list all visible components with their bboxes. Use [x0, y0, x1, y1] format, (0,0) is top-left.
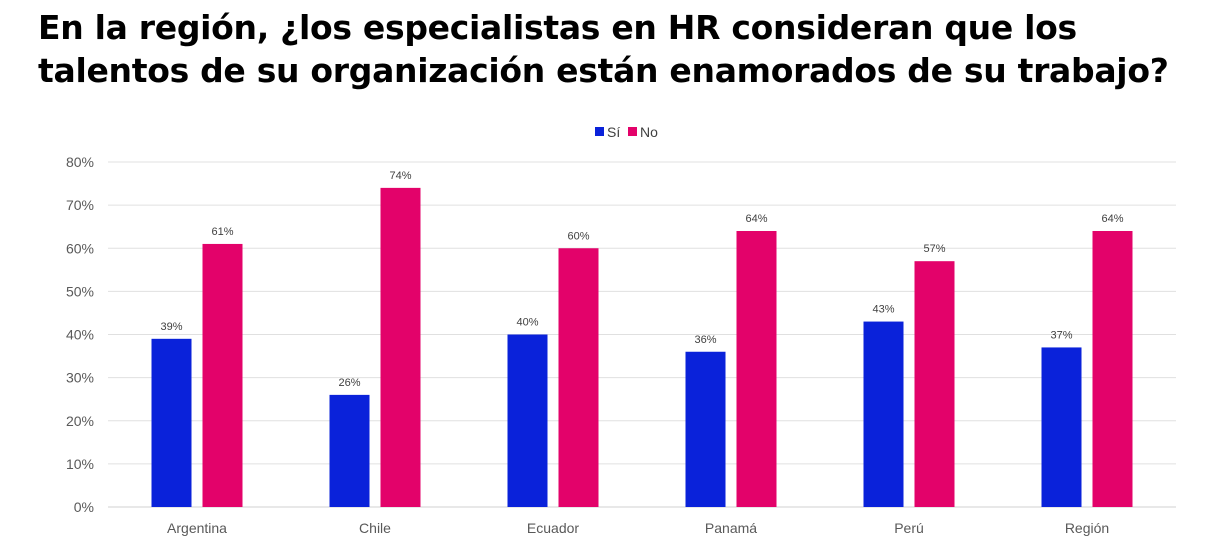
x-axis: Argentina Chile Ecuador Panamá Perú Región: [167, 520, 1109, 536]
bar-no: [558, 248, 599, 507]
data-label: 60%: [567, 230, 589, 242]
x-tick-label: Argentina: [167, 520, 227, 536]
y-tick-label: 0%: [74, 499, 94, 515]
legend: Sí No: [595, 124, 658, 140]
data-label: 74%: [389, 170, 411, 182]
data-label: 37%: [1050, 329, 1072, 341]
legend-label: No: [640, 124, 658, 140]
legend-swatch-si: [595, 127, 604, 136]
y-axis: 0% 10% 20% 30% 40% 50% 60% 70% 80%: [66, 154, 94, 515]
y-tick-label: 50%: [66, 283, 94, 299]
data-label: 64%: [745, 213, 767, 225]
y-tick-label: 20%: [66, 413, 94, 429]
x-tick-label: Región: [1065, 520, 1109, 536]
x-tick-label: Ecuador: [527, 520, 579, 536]
bar-si: [863, 321, 904, 507]
data-label: 26%: [338, 377, 360, 389]
data-label: 36%: [694, 334, 716, 346]
data-label: 61%: [211, 226, 233, 238]
chart-title: En la región, ¿los especialistas en HR c…: [38, 6, 1218, 92]
bar-no: [202, 243, 243, 507]
gridlines: [108, 161, 1176, 508]
y-tick-label: 30%: [66, 370, 94, 386]
data-label: 39%: [160, 321, 182, 333]
data-label: 40%: [516, 317, 538, 329]
bars: 39% 61% 26% 74% 40% 60% 36% 64% 43% 57% 37% 64%: [151, 170, 1133, 507]
x-tick-label: Perú: [894, 520, 924, 536]
data-label: 57%: [923, 243, 945, 255]
bar-no: [380, 187, 421, 507]
y-tick-label: 40%: [66, 327, 94, 343]
bar-si: [685, 351, 726, 507]
chart-title-line-1: En la región, ¿los especialistas en HR c…: [38, 8, 1077, 47]
bar-no: [914, 261, 955, 507]
bar-no: [1092, 231, 1133, 507]
bar-si: [507, 334, 548, 507]
y-tick-label: 80%: [66, 154, 94, 170]
data-label: 43%: [872, 304, 894, 316]
bar-si: [1041, 347, 1082, 507]
x-tick-label: Chile: [359, 520, 391, 536]
bar-si: [329, 394, 370, 507]
y-tick-label: 60%: [66, 240, 94, 256]
data-label: 64%: [1101, 213, 1123, 225]
y-tick-label: 70%: [66, 197, 94, 213]
legend-label: Sí: [607, 124, 620, 140]
x-tick-label: Panamá: [705, 520, 757, 536]
bar-si: [151, 338, 192, 507]
chart-title-line-2: talentos de su organización están enamor…: [38, 51, 1169, 90]
y-tick-label: 10%: [66, 456, 94, 472]
legend-swatch-no: [628, 127, 637, 136]
bar-no: [736, 231, 777, 507]
